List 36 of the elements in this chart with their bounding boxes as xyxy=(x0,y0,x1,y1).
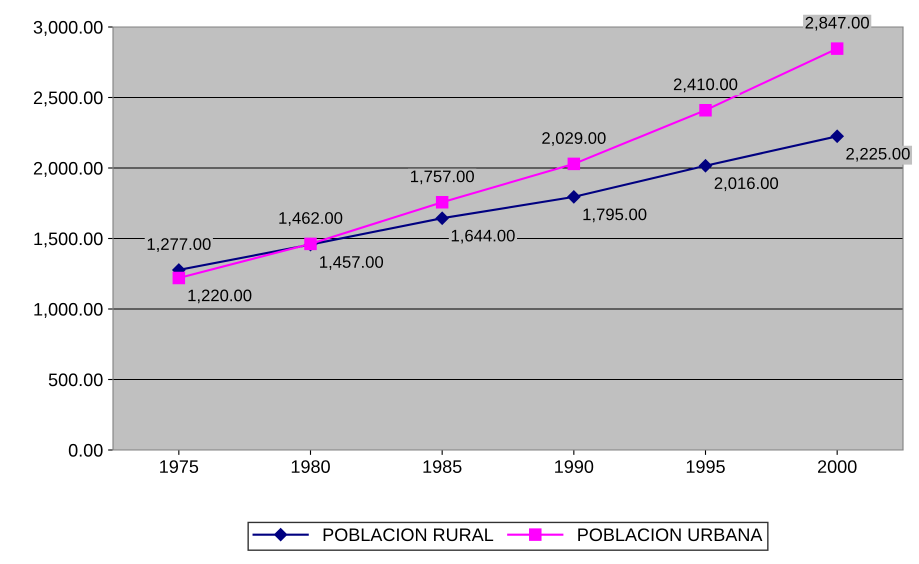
y-tick-label: 2,000.00 xyxy=(34,162,103,177)
y-tick-label: 1,500.00 xyxy=(34,232,103,248)
x-tick-label: 1995 xyxy=(686,460,725,473)
data-label: 1,277.00 xyxy=(148,238,211,252)
data-label: 2,847.00 xyxy=(806,16,869,31)
data-label: 1,457.00 xyxy=(320,256,384,270)
y-tick-label: 500.00 xyxy=(48,373,103,386)
y-tick-label: 3,000.00 xyxy=(34,20,103,36)
data-label: 1,462.00 xyxy=(279,212,342,226)
x-tick-label: 1990 xyxy=(555,460,594,473)
point xyxy=(699,104,712,116)
data-label: 2,225.00 xyxy=(846,148,910,162)
data-label: 1,795.00 xyxy=(583,208,646,222)
x-tick-label: 2000 xyxy=(818,460,857,473)
x-tick-label: 1985 xyxy=(423,460,462,473)
point xyxy=(830,130,844,143)
x-tick-label: 1980 xyxy=(292,460,330,473)
legend-label: POBLACION URBANA xyxy=(578,528,762,542)
data-label: 1,757.00 xyxy=(411,170,474,184)
point xyxy=(436,212,449,225)
legend-label: POBLACION RURAL xyxy=(324,528,494,542)
point xyxy=(172,272,186,284)
y-tick-label: 2,500.00 xyxy=(34,91,103,106)
y-tick-label: 0.00 xyxy=(68,444,103,457)
point xyxy=(830,42,844,55)
point xyxy=(567,190,580,204)
point xyxy=(568,158,580,170)
data-label: 1,644.00 xyxy=(452,230,515,244)
data-label: 2,029.00 xyxy=(542,132,606,146)
x-tick-label: 1975 xyxy=(160,460,198,473)
data-label: 1,220.00 xyxy=(188,290,252,304)
point xyxy=(698,159,712,172)
data-label: 2,410.00 xyxy=(674,78,738,92)
y-tick-label: 1,000.00 xyxy=(34,302,103,318)
point xyxy=(436,196,448,209)
data-label: 2,016.00 xyxy=(714,177,778,192)
